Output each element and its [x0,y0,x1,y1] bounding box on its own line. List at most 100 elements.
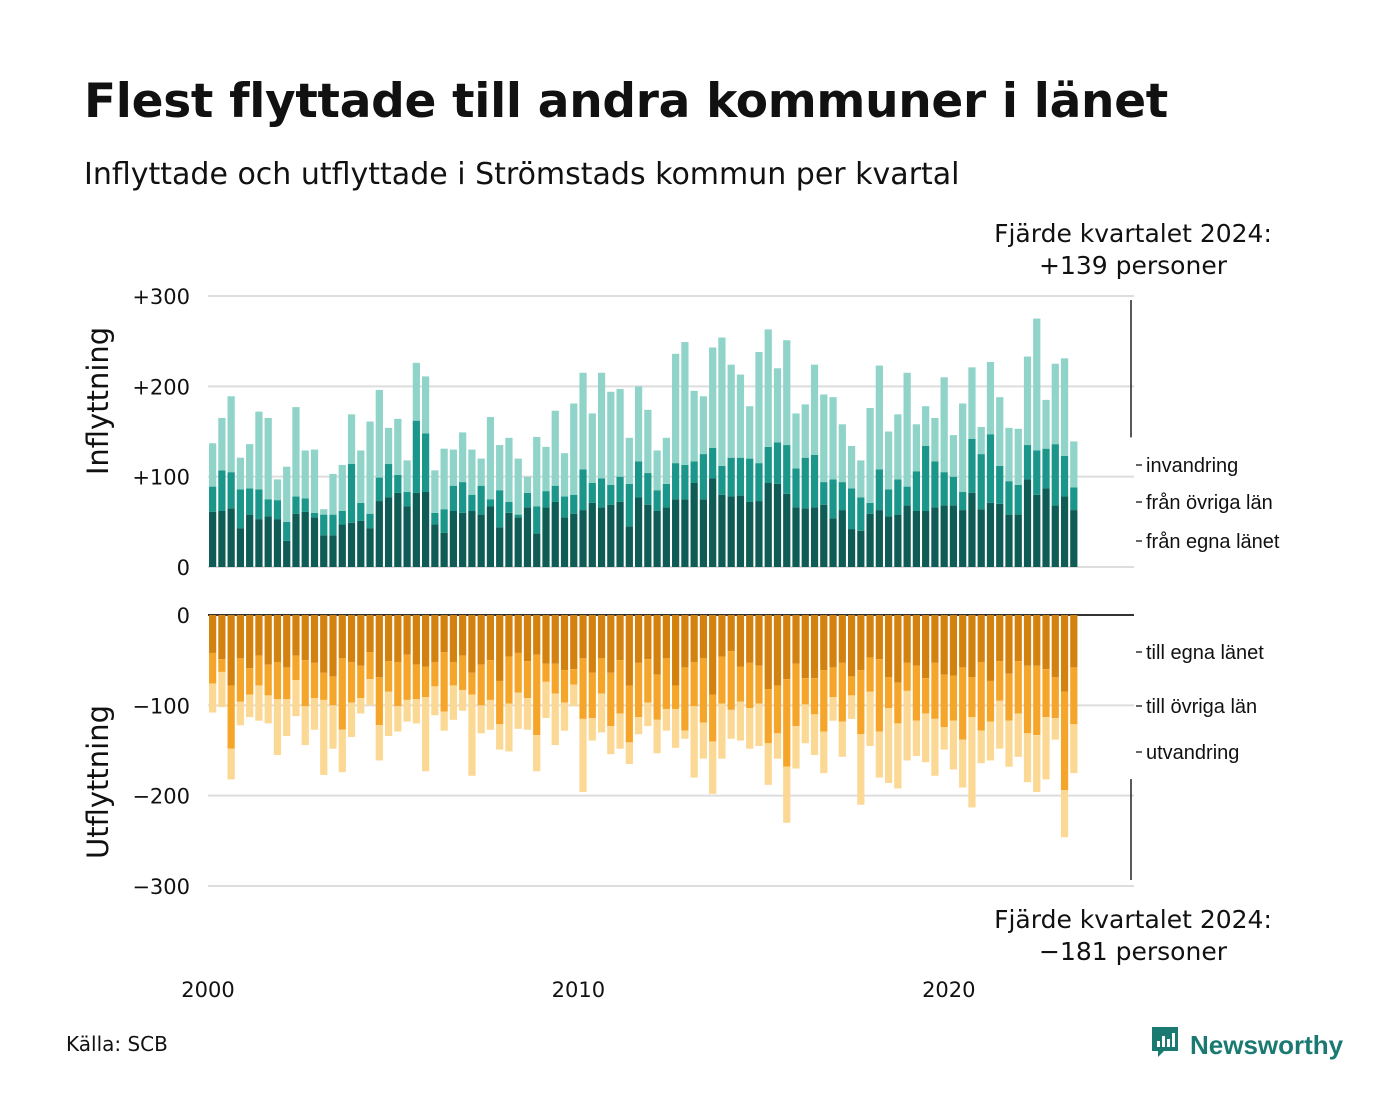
bar-inflow [801,404,809,458]
bar-outflow [459,655,467,690]
bar-inflow [375,501,383,567]
bar-outflow [755,703,763,746]
bar-outflow [468,615,476,673]
bar-outflow [588,672,596,718]
bar-inflow [857,460,865,498]
bar-inflow [329,514,337,536]
bar-inflow [847,529,856,567]
bar-outflow [449,661,458,686]
bar-inflow [949,476,958,506]
bar-inflow [394,474,402,493]
bar-inflow [551,410,559,486]
bar-outflow [255,615,263,656]
bar-inflow [570,403,578,495]
bar-outflow [801,704,809,744]
bar-inflow [384,497,393,567]
bar-inflow [810,507,819,567]
bar-outflow [459,689,467,711]
segment-label-fran-egna-lanet: från egna länet [1146,531,1280,553]
bar-outflow [634,662,643,718]
bar-outflow [959,739,967,788]
bar-outflow [968,717,976,808]
bar-inflow [533,533,541,567]
bar-outflow [496,615,504,681]
bar-outflow [310,698,319,730]
bar-outflow [1023,665,1032,734]
bar-inflow [931,417,939,462]
bar-outflow [505,656,513,704]
bar-inflow [746,501,754,567]
bar-outflow [959,615,967,668]
bar-outflow [366,679,374,706]
bar-inflow [505,512,513,567]
bar-inflow [727,457,735,497]
bar-inflow [431,470,439,513]
source-note: Källa: SCB [66,1032,168,1056]
bar-outflow [829,667,837,698]
bar-inflow [709,347,717,448]
bar-outflow [560,615,569,671]
bar-outflow [403,615,411,655]
bar-outflow [653,674,661,720]
bar-inflow [496,527,504,567]
bar-inflow [634,497,643,567]
segment-label-till-egna-lanet: till egna länet [1146,642,1264,664]
bar-inflow [903,486,911,506]
bar-inflow [690,482,698,567]
bar-outflow [579,658,587,719]
bar-outflow [560,702,569,731]
bar-outflow [820,615,828,671]
bar-inflow [533,436,541,507]
bar-outflow [533,654,541,736]
bar-outflow [977,615,985,662]
bar-inflow [986,361,995,435]
bar-inflow [533,506,541,534]
bar-inflow [718,465,726,495]
bar-outflow [496,724,504,750]
bar-inflow [829,397,837,480]
bar-inflow [560,496,569,518]
bar-outflow [264,615,272,665]
bar-outflow [996,661,1004,701]
bar-inflow [1051,505,1059,567]
bar-outflow [783,615,791,680]
bar-inflow [440,509,448,533]
chart-subtitle: Inflyttade och utflyttade i Strömstads k… [84,157,960,192]
bar-inflow [977,426,985,455]
bar-outflow [310,662,319,699]
bar-outflow [486,615,495,661]
bar-inflow [866,408,874,503]
bar-outflow [412,664,420,700]
bar-inflow [912,424,921,472]
bar-outflow [773,685,782,734]
bar-outflow [431,686,439,716]
bar-outflow [949,720,958,770]
bar-inflow [773,483,782,567]
bar-outflow [375,725,383,761]
bar-inflow [940,472,948,506]
brand-logo[interactable]: Newsworthy [1150,1025,1343,1066]
bar-inflow [922,406,930,446]
bar-outflow [320,672,328,700]
bar-outflow [283,615,291,668]
bar-outflow [662,615,670,659]
bar-outflow [209,683,217,713]
bar-outflow [329,615,337,677]
bar-inflow [338,464,346,511]
bar-outflow [477,664,485,706]
bar-outflow [1070,724,1078,774]
bar-inflow [1042,448,1050,489]
bar-outflow [1005,615,1013,674]
bar-outflow [292,680,300,717]
bar-outflow [986,680,995,722]
bar-inflow [783,493,791,567]
bar-inflow [912,510,921,567]
bar-inflow [283,466,291,522]
bar-outflow [338,658,346,730]
bar-outflow [1042,669,1050,718]
bar-inflow [1023,479,1032,567]
bar-inflow [644,409,652,474]
x-tick-label: 2010 [552,978,605,1002]
bar-outflow [690,661,698,707]
bar-inflow [755,352,763,464]
